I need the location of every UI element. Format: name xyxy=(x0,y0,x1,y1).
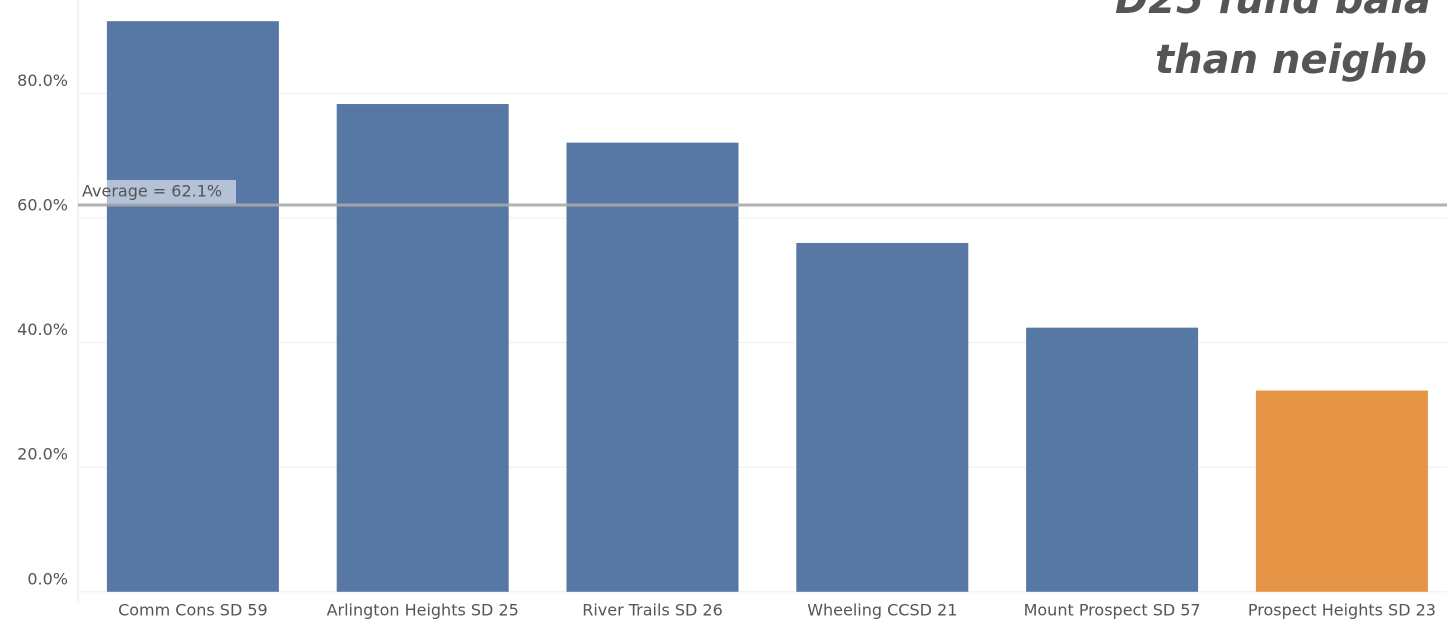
y-tick-label: 40.0% xyxy=(17,320,68,339)
bar xyxy=(1255,390,1428,592)
x-tick-label: Arlington Heights SD 25 xyxy=(327,601,519,620)
y-tick-label: 80.0% xyxy=(17,71,68,90)
bar xyxy=(336,104,509,592)
bar xyxy=(1026,327,1199,592)
bar xyxy=(106,21,279,592)
y-tick-label: 20.0% xyxy=(17,445,68,464)
reference-label: Average = 62.1% xyxy=(82,181,222,200)
x-tick-label: Wheeling CCSD 21 xyxy=(807,601,957,620)
x-tick-label: Comm Cons SD 59 xyxy=(118,601,268,620)
reference-label-bg xyxy=(78,179,236,204)
chart-title: than neighb xyxy=(1155,37,1427,83)
bar xyxy=(566,142,739,592)
chart-title: D25 fund bala xyxy=(1115,0,1431,23)
y-tick-label: 60.0% xyxy=(17,196,68,215)
y-tick-label: 0.0% xyxy=(27,569,68,588)
bar xyxy=(796,242,969,592)
x-tick-label: Mount Prospect SD 57 xyxy=(1024,601,1201,620)
x-tick-label: Prospect Heights SD 23 xyxy=(1248,601,1436,620)
x-tick-label: River Trails SD 26 xyxy=(582,601,723,620)
